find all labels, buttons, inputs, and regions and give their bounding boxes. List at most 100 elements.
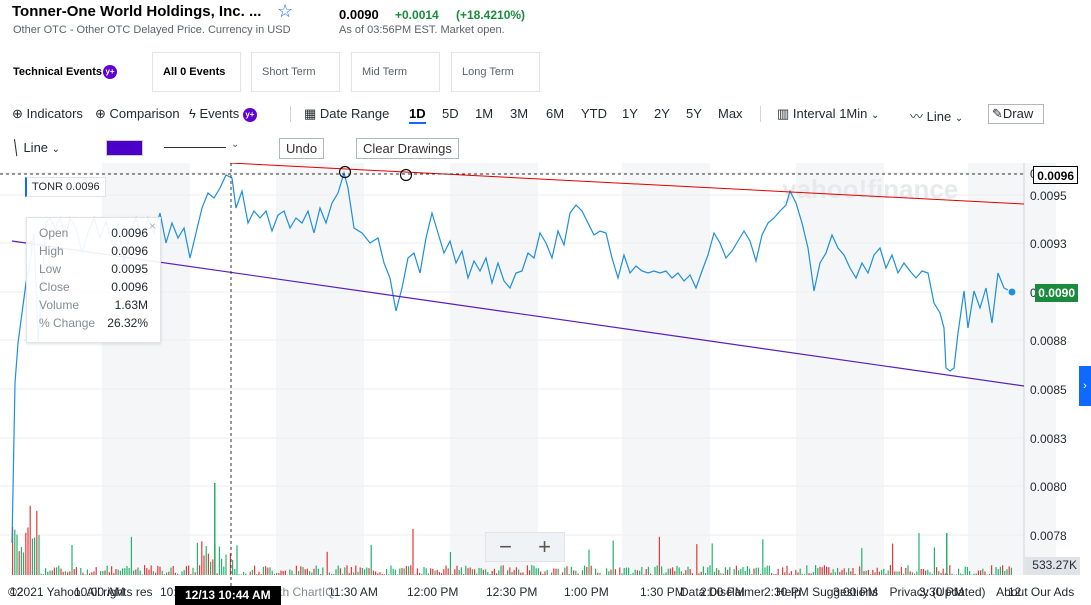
range-1d[interactable]: 1D (409, 106, 426, 124)
footer-link-ads[interactable]: About Our Ads (996, 585, 1075, 599)
volume-bar (256, 574, 258, 575)
volume-bar (936, 567, 938, 575)
range-6m[interactable]: 6M (546, 106, 565, 121)
volume-bar (161, 570, 163, 575)
price-chart[interactable]: 0.0096 0.0095 0.0093 0.0090 0.0088 0.0085 0.00… (0, 162, 1091, 605)
calendar-icon: ▦ (304, 106, 317, 121)
x-tick-label: 2:30 PM (764, 585, 809, 599)
volume-bar (738, 570, 740, 575)
chart-type-dropdown[interactable]: 〰 Line ⌄ (910, 109, 964, 124)
volume-bar (190, 574, 192, 575)
ohlc-row: Open 0.0096 (39, 226, 148, 244)
chevron-right-icon[interactable]: › (1079, 366, 1091, 406)
volume-bar (260, 574, 262, 575)
volume-bar (735, 565, 737, 575)
range-1y[interactable]: 1Y (622, 106, 638, 121)
volume-bar (280, 570, 282, 575)
volume-bar (821, 567, 823, 575)
volume-bar (31, 538, 33, 575)
volume-bar (315, 565, 317, 575)
range-ytd[interactable]: YTD (581, 106, 607, 121)
undo-button[interactable]: Undo (279, 138, 325, 159)
comparison-button[interactable]: ⊕ Comparison (95, 106, 180, 121)
tab-all-events[interactable]: All 0 Events (152, 52, 241, 92)
range-5d[interactable]: 5D (442, 106, 459, 121)
star-icon[interactable]: ☆ (277, 1, 294, 21)
volume-bar (80, 568, 82, 575)
range-2y[interactable]: 2Y (654, 106, 670, 121)
volume-bar (705, 573, 707, 575)
volume-bar (45, 568, 47, 575)
volume-bar (106, 565, 108, 575)
draw-button[interactable]: ✎Draw (988, 104, 1044, 124)
volume-bar (150, 565, 152, 575)
range-max[interactable]: Max (718, 106, 743, 121)
draw-tool-dropdown[interactable]: ╱ Line ⌄ (8, 139, 61, 156)
footer-link-disclaimer[interactable]: Data Disclaimer (680, 585, 765, 599)
volume-bar (390, 565, 392, 575)
x-tick-label: 10:00 AM (74, 585, 125, 599)
tab-short-term[interactable]: Short Term (251, 52, 340, 92)
volume-bar (823, 565, 825, 575)
volume-bar (570, 566, 572, 575)
volume-bar (691, 573, 693, 575)
volume-bar (36, 510, 38, 575)
color-swatch[interactable] (106, 140, 143, 156)
divider (760, 106, 761, 122)
volume-bar (447, 568, 449, 575)
range-1m[interactable]: 1M (475, 106, 494, 121)
date-range-button[interactable]: ▦ Date Range (304, 106, 390, 121)
zoom-in-button[interactable]: + (538, 534, 551, 559)
volume-bar (973, 573, 975, 575)
tab-mid-term[interactable]: Mid Term (351, 52, 440, 92)
volume-bar (438, 572, 440, 575)
volume-bar (133, 570, 135, 575)
lightning-icon: ϟ (189, 106, 196, 121)
zoom-out-button[interactable]: − (499, 534, 512, 559)
volume-bar (454, 569, 456, 575)
volume-bar (192, 567, 194, 575)
volume-bar (357, 571, 359, 575)
indicators-button[interactable]: ⊕ Indicators (12, 106, 83, 121)
footer-link-privacy[interactable]: Privacy (Updated) (889, 585, 986, 599)
volume-bar (863, 571, 865, 575)
volume-bar (887, 570, 889, 575)
range-3m[interactable]: 3M (510, 106, 529, 121)
ohlc-label: Open (39, 226, 69, 240)
volume-bar (826, 566, 828, 575)
volume-bar (157, 565, 159, 575)
volume-bar (320, 574, 322, 575)
range-5y[interactable]: 5Y (686, 106, 702, 121)
volume-bar (674, 571, 676, 575)
volume-bar (225, 554, 227, 575)
clear-drawings-button[interactable]: Clear Drawings (356, 138, 459, 159)
volume-bar (775, 573, 777, 575)
volume-bar (531, 565, 533, 575)
zoom-controls: − + (485, 532, 565, 562)
plus-circle-icon: ⊕ (12, 106, 23, 121)
volume-bar (337, 565, 339, 575)
volume-bar (335, 569, 337, 575)
tab-long-term[interactable]: Long Term (451, 52, 540, 92)
volume-bar (513, 570, 515, 575)
volume-bar (207, 553, 209, 575)
footer-links: Data Disclaimer Help Suggestions Privacy… (680, 585, 1091, 599)
footer-link-suggestions[interactable]: Suggestions (812, 585, 879, 599)
volume-bar (388, 574, 390, 575)
volume-bar (535, 568, 537, 575)
volume-bar (53, 567, 55, 575)
volume-bar (482, 569, 484, 575)
chevron-down-icon[interactable]: ⌄ (231, 139, 240, 150)
volume-bar (614, 569, 616, 575)
trendline-purple (11, 240, 1025, 387)
close-icon[interactable]: × (148, 219, 156, 233)
volume-bar (993, 574, 995, 575)
line-style-picker[interactable] (164, 147, 226, 148)
events-button[interactable]: ϟ Events y+ (189, 106, 257, 122)
interval-dropdown[interactable]: ▥ Interval 1Min ⌄ (777, 106, 880, 121)
chart-svg[interactable]: 0.0096 0.0095 0.0093 0.0090 0.0088 0.0085 0.00… (0, 162, 1091, 605)
volume-bar (689, 569, 691, 575)
volume-bar (729, 567, 731, 575)
footer-link-help[interactable]: Help (776, 585, 801, 599)
volume-bar (67, 572, 69, 575)
